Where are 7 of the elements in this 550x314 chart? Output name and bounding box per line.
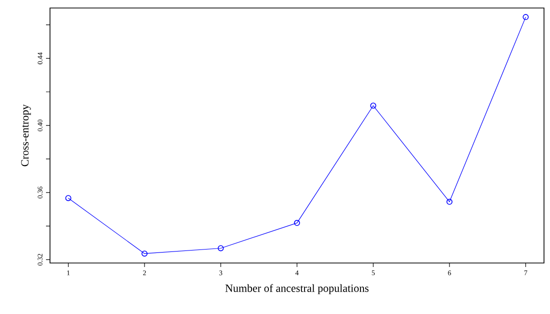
point	[446, 198, 452, 205]
y-axis-title: Cross-entropy	[21, 104, 31, 166]
point	[370, 102, 376, 109]
point	[142, 250, 148, 257]
point	[294, 220, 300, 226]
x-axis-title: Number of ancestral populations	[225, 284, 369, 294]
point	[218, 245, 224, 252]
